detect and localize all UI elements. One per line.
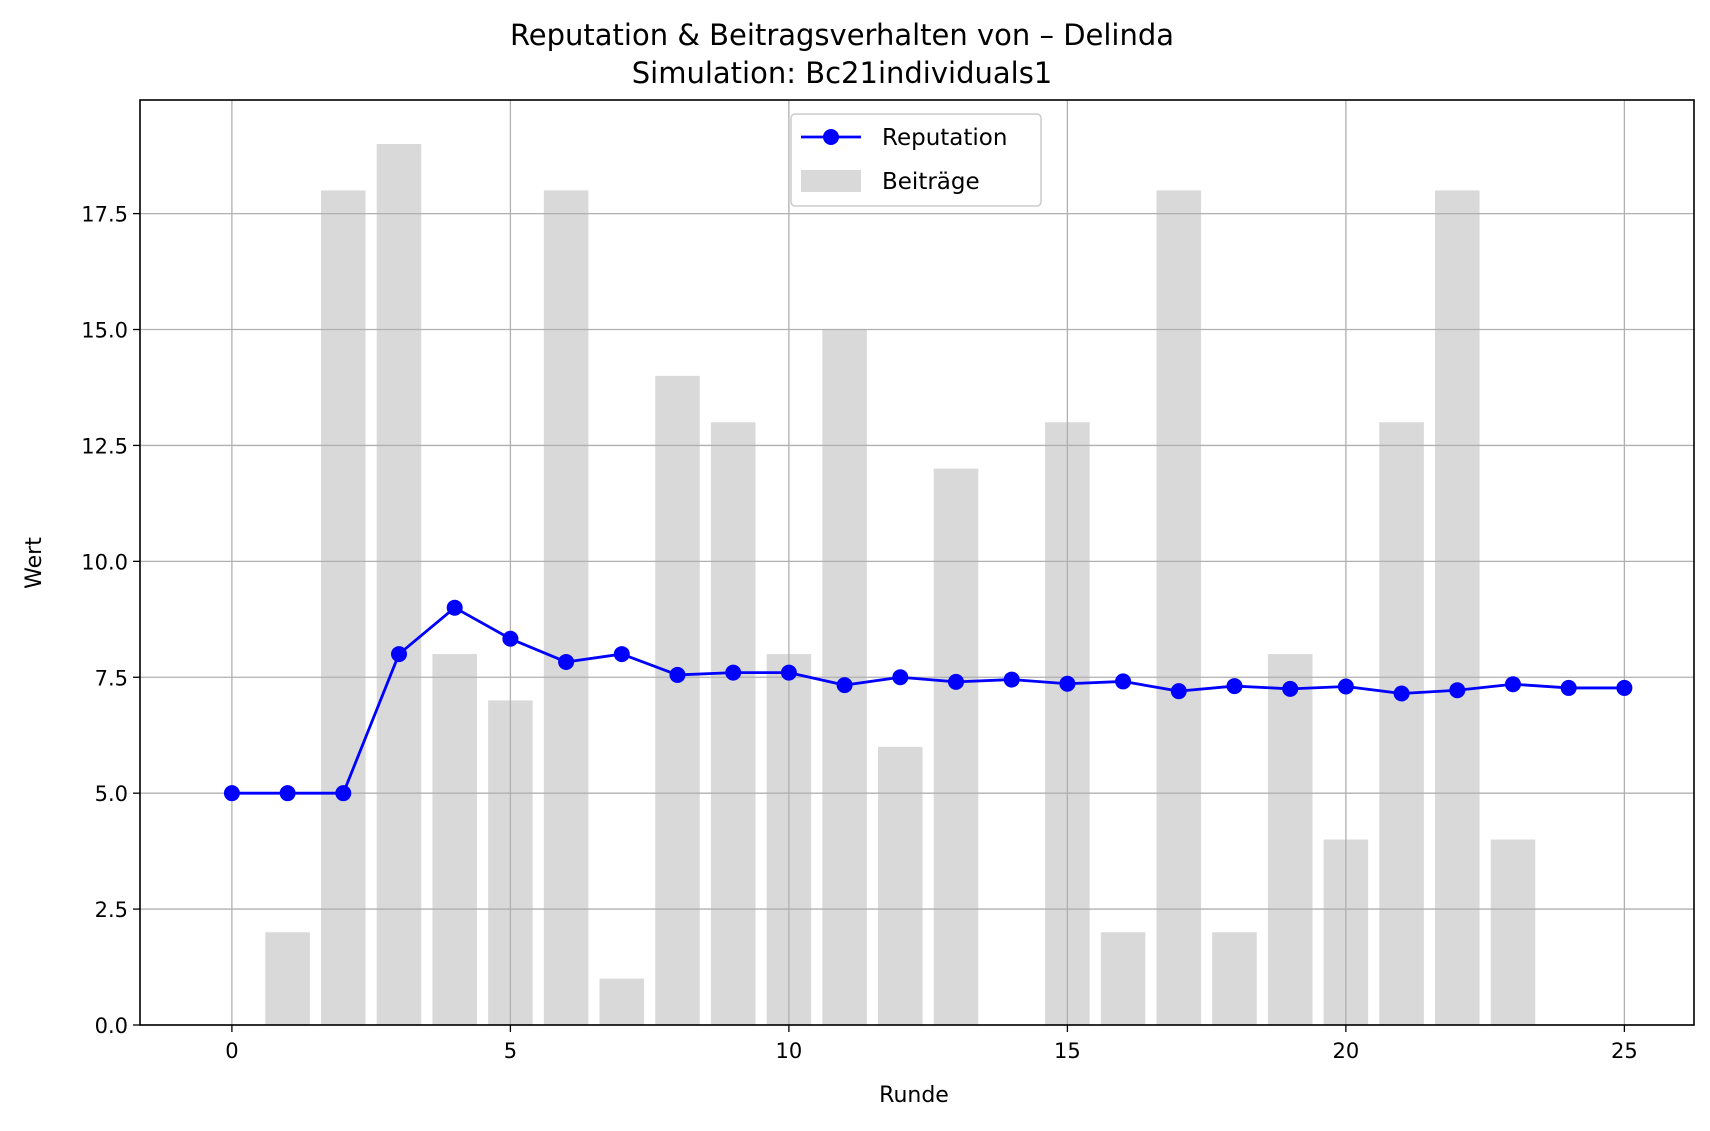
beitrag-bar [1267, 654, 1313, 1025]
reputation-point [1337, 678, 1354, 695]
reputation-point [558, 653, 575, 670]
y-tick-label: 12.5 [81, 434, 128, 458]
reputation-point [780, 664, 797, 681]
reputation-point [836, 677, 853, 694]
x-tick-label: 25 [1611, 1039, 1638, 1063]
beitrag-bar [599, 978, 645, 1025]
beitrag-bar [933, 468, 979, 1025]
reputation-point [725, 664, 742, 681]
beitrag-bar [321, 190, 366, 1026]
reputation-point [613, 646, 630, 663]
reputation-point [446, 599, 463, 616]
beitrag-bar [1490, 839, 1536, 1025]
x-tick-label: 20 [1333, 1039, 1360, 1063]
y-tick-label: 5.0 [95, 782, 128, 806]
reputation-point [1282, 680, 1299, 697]
beitrag-bar [1435, 190, 1480, 1026]
reputation-point [1560, 679, 1577, 696]
x-tick-label: 0 [225, 1039, 238, 1063]
reputation-point [1393, 685, 1410, 702]
legend-beitraege-swatch [801, 170, 861, 192]
beitrag-bar [1100, 932, 1146, 1025]
plot-frame [139, 99, 1695, 1026]
reputation-point [1115, 673, 1132, 690]
beitrag-bar [1212, 932, 1257, 1025]
bars-layer [265, 144, 1536, 1026]
reputation-point [947, 673, 964, 690]
beitrag-bar [376, 144, 422, 1026]
reputation-point [1504, 676, 1521, 693]
legend-reputation-marker [823, 129, 839, 145]
y-axis-label: Wert [22, 537, 47, 589]
reputation-point [892, 669, 909, 686]
x-tick-label: 10 [776, 1039, 803, 1063]
x-axis-label: Runde [879, 1083, 949, 1108]
beitrag-bar [710, 422, 756, 1025]
legend: Reputation Beiträge [790, 113, 1042, 207]
ticks-layer: 0 5 10 15 20 25 0.0 2.5 5.0 7.5 10.0 12.5 15.0 17.5 [81, 203, 1638, 1063]
reputation-point [223, 785, 240, 802]
reputation-point [502, 630, 519, 647]
y-tick-label: 0.0 [95, 1014, 128, 1038]
beitrag-bar [1156, 190, 1202, 1026]
x-tick-label: 15 [1054, 1039, 1081, 1063]
reputation-point [279, 785, 296, 802]
beitrag-bar [543, 190, 589, 1026]
reputation-point [1449, 682, 1466, 699]
grid-layer [140, 100, 1694, 1026]
reputation-point [391, 646, 407, 663]
beitrag-bar [655, 375, 700, 1025]
reputation-point [335, 785, 352, 802]
reputation-line [231, 606, 1625, 795]
reputation-point [1170, 683, 1187, 700]
y-tick-label: 7.5 [95, 666, 128, 690]
x-tick-label: 5 [504, 1039, 517, 1063]
reputation-point [1059, 675, 1076, 692]
beitrag-bar [265, 932, 310, 1025]
chart-subtitle: Simulation: Bc21individuals1 [632, 56, 1053, 90]
chart-title: Reputation & Beitragsverhalten von – Del… [510, 18, 1174, 52]
reputation-point [1616, 679, 1633, 696]
y-tick-label: 10.0 [81, 550, 128, 574]
reputation-line-layer [223, 599, 1633, 802]
y-tick-label: 17.5 [81, 203, 128, 227]
reputation-point [669, 666, 686, 683]
y-tick-label: 15.0 [81, 319, 128, 343]
reputation-point [1003, 671, 1020, 688]
beitrag-bar [432, 654, 477, 1025]
beitrag-bar [878, 746, 923, 1025]
beitrag-bar [1379, 422, 1424, 1025]
legend-beitraege-label: Beiträge [882, 169, 980, 195]
reputation-point [1226, 678, 1243, 695]
y-tick-label: 2.5 [95, 898, 128, 922]
legend-reputation-label: Reputation [882, 125, 1007, 151]
